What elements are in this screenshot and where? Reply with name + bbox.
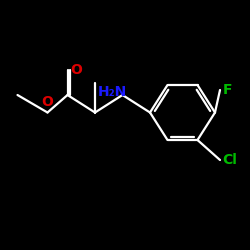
Text: O: O xyxy=(42,95,54,109)
Text: H₂N: H₂N xyxy=(98,85,127,99)
Text: O: O xyxy=(70,63,83,77)
Text: F: F xyxy=(222,83,232,97)
Text: Cl: Cl xyxy=(222,153,238,167)
